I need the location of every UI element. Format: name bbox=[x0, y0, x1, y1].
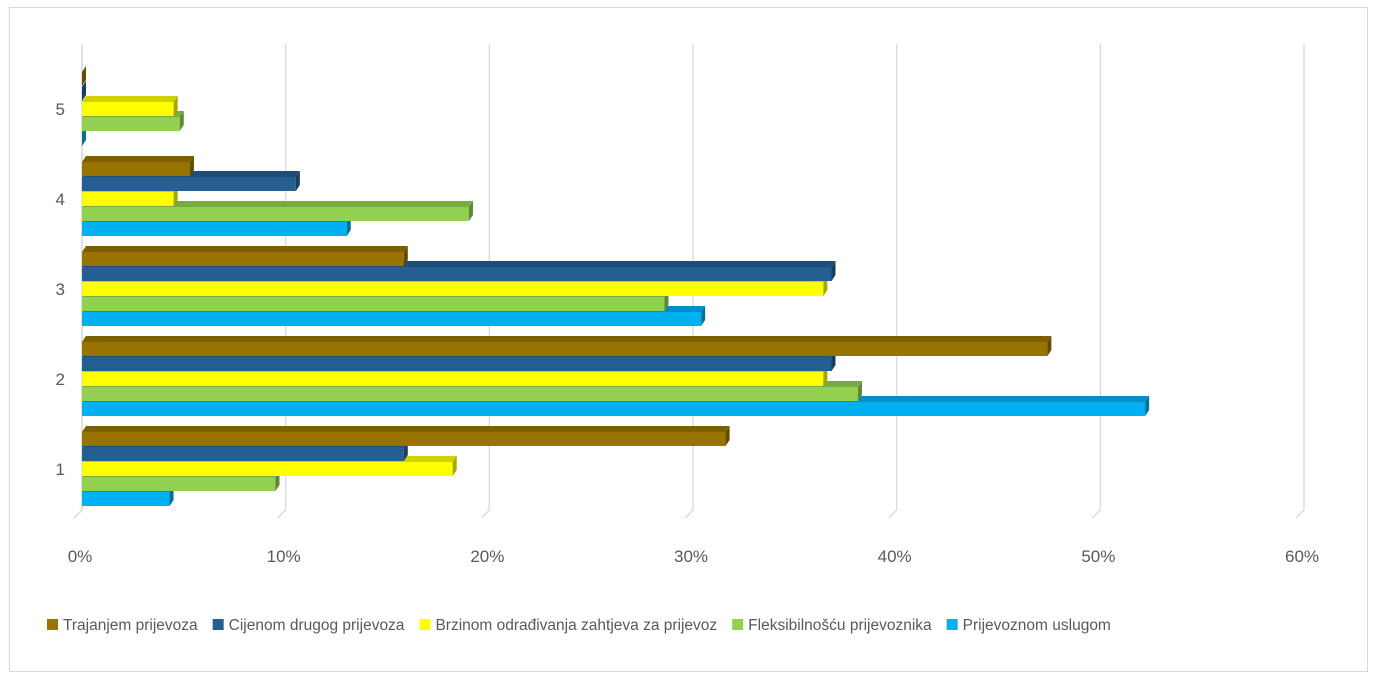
x-tick-label: 30% bbox=[674, 547, 708, 566]
bar-front bbox=[82, 192, 174, 206]
tick-labels: 0% 10% 20% 30% 40% 50% 60% 1 2 3 4 5 bbox=[56, 100, 1319, 566]
bar-side bbox=[82, 81, 86, 101]
bar-front bbox=[82, 462, 453, 476]
legend-item: Prijevoznom uslugom bbox=[946, 617, 1111, 634]
bar bbox=[82, 246, 408, 266]
bar bbox=[82, 66, 86, 86]
gridline-floor bbox=[1295, 509, 1305, 519]
bar-top bbox=[82, 336, 1052, 342]
x-tick-label: 20% bbox=[470, 547, 504, 566]
legend-swatch bbox=[47, 619, 58, 630]
bar-front bbox=[82, 372, 824, 386]
bar-side bbox=[403, 246, 408, 266]
gridline-floor bbox=[1091, 509, 1101, 519]
bar-side bbox=[725, 426, 730, 446]
bar-front bbox=[82, 312, 702, 326]
bar-front bbox=[82, 162, 190, 176]
bar-front bbox=[82, 492, 170, 506]
bar-side bbox=[452, 456, 457, 476]
legend-swatch bbox=[212, 619, 224, 630]
y-tick-label: 3 bbox=[56, 280, 65, 299]
legend-label: Cijenom drugog prijevoza bbox=[229, 617, 405, 634]
bar bbox=[82, 156, 194, 176]
y-tick-label: 2 bbox=[56, 370, 65, 389]
x-tick-label: 10% bbox=[267, 547, 301, 566]
bar-front bbox=[82, 252, 404, 266]
legend: Trajanjem prijevoza Cijenom drugog prijev… bbox=[47, 617, 1111, 634]
legend-label: Fleksibilnošću prijevoznika bbox=[748, 617, 932, 634]
y-tick-label: 1 bbox=[56, 460, 65, 479]
bars bbox=[82, 66, 1150, 506]
bar-front bbox=[82, 222, 347, 236]
bar-front bbox=[82, 357, 832, 371]
bar-side bbox=[857, 381, 862, 401]
bar-front bbox=[82, 477, 276, 491]
legend-swatch bbox=[419, 619, 431, 630]
gridline-floor bbox=[480, 509, 490, 519]
bar-side bbox=[189, 156, 194, 176]
gridline-floor bbox=[684, 509, 694, 519]
bar-top bbox=[82, 201, 473, 207]
bar-front bbox=[82, 207, 469, 221]
bar-side bbox=[295, 171, 300, 191]
x-tick-label: 50% bbox=[1081, 547, 1115, 566]
bar bbox=[82, 96, 178, 116]
legend-swatch bbox=[946, 619, 958, 630]
y-tick-label: 4 bbox=[56, 190, 65, 209]
bar-side bbox=[1145, 396, 1150, 416]
bar-front bbox=[82, 117, 180, 131]
gridline-floor bbox=[73, 509, 83, 519]
y-tick-label: 5 bbox=[56, 100, 65, 119]
legend-swatch bbox=[732, 619, 744, 630]
bar-front bbox=[82, 402, 1146, 416]
gridline-floor bbox=[888, 509, 898, 519]
bar-front bbox=[82, 297, 665, 311]
legend-item: Brzinom odrađivanja zahtjeva za prijevoz bbox=[419, 617, 717, 634]
bar-front bbox=[82, 102, 174, 116]
bar-side bbox=[173, 96, 178, 116]
legend-item: Trajanjem prijevoza bbox=[47, 617, 198, 634]
legend-label: Trajanjem prijevoza bbox=[63, 617, 198, 634]
gridline-floor bbox=[277, 509, 287, 519]
bar-front bbox=[82, 447, 404, 461]
bar-side bbox=[831, 261, 836, 281]
bar-front bbox=[82, 267, 832, 281]
bar-front bbox=[82, 282, 824, 296]
bar-side bbox=[701, 306, 706, 326]
legend-label: Brzinom odrađivanja zahtjeva za prijevoz bbox=[435, 617, 717, 634]
bar-front bbox=[82, 177, 296, 191]
x-tick-label: 0% bbox=[68, 547, 93, 566]
bar bbox=[82, 336, 1052, 356]
bar-top bbox=[82, 156, 194, 162]
x-tick-label: 60% bbox=[1285, 547, 1319, 566]
bar-side bbox=[179, 111, 184, 131]
legend-item: Cijenom drugog prijevoza bbox=[212, 617, 405, 634]
bar-side bbox=[468, 201, 473, 221]
bar-front bbox=[82, 342, 1048, 356]
bar bbox=[82, 426, 730, 446]
bar-top bbox=[82, 246, 408, 252]
legend-label: Prijevoznom uslugom bbox=[963, 617, 1111, 634]
bar-top bbox=[82, 426, 730, 432]
bar-front bbox=[82, 432, 726, 446]
bar-side bbox=[1047, 336, 1052, 356]
x-tick-label: 40% bbox=[878, 547, 912, 566]
bar bbox=[82, 201, 473, 221]
bar bbox=[82, 81, 86, 101]
bar-front bbox=[82, 387, 858, 401]
bar-side bbox=[82, 66, 86, 86]
bar-top bbox=[82, 96, 178, 102]
legend-item: Fleksibilnošću prijevoznika bbox=[732, 617, 932, 634]
